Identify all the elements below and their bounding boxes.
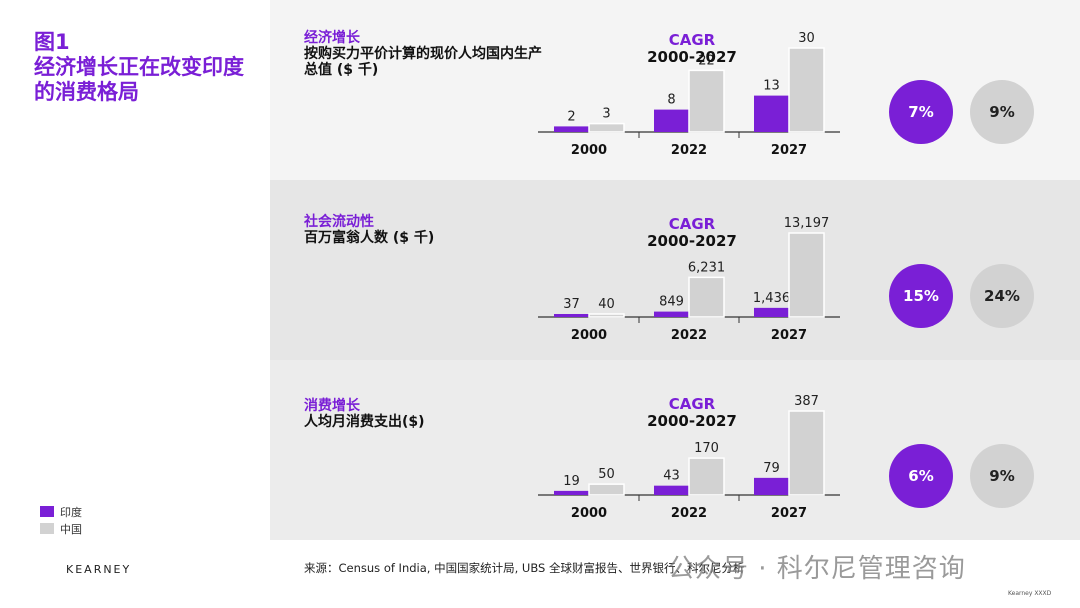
panel-1-subtitle: 按购买力平价计算的现价人均国内生产总值 ($ 千)	[304, 46, 542, 78]
chart-3-data-label-china-2000: 50	[598, 467, 615, 482]
chart-3-data-label-india-2027: 79	[763, 461, 780, 476]
footnote: Kearney XXXD	[1008, 590, 1052, 597]
panel-1-title-block: 经济增长 按购买力平价计算的现价人均国内生产总值 ($ 千)	[304, 30, 554, 78]
legend-label-india: 印度	[60, 505, 82, 519]
chart-2-data-label-china-2000: 40	[598, 297, 615, 312]
panel-2-cagr-period: 2000-2027	[647, 232, 737, 250]
panel-3-title-block: 消费增长 人均月消费支出($)	[304, 398, 554, 430]
panel-3-cagr-head: CAGR 2000-2027	[632, 396, 752, 430]
chart-3-bar-india-2000	[554, 490, 589, 495]
chart-2-bar-india-2000	[554, 314, 589, 317]
chart-3-data-label-india-2022: 43	[663, 469, 680, 484]
panel-1-title: 经济增长	[304, 30, 360, 46]
chart-1-bar-india-2022	[654, 109, 689, 132]
chart-1-data-label-china-2000: 3	[602, 107, 610, 122]
chart-1-category-label-2027: 2027	[771, 143, 807, 158]
chart-3-data-label-china-2022: 170	[694, 441, 719, 456]
chart-1-bar-china-2000	[588, 122, 625, 133]
chart-3-category-label-2022: 2022	[671, 506, 707, 521]
chart-1-data-label-india-2022: 8	[667, 93, 675, 108]
panel-3-cagr-label: CAGR	[668, 395, 716, 413]
chart-3-data-label-india-2000: 19	[563, 474, 580, 489]
panel-1-cagr-period: 2000-2027	[647, 48, 737, 66]
panel-1-cagr-china: 9%	[970, 80, 1034, 144]
chart-1-category-label-2000: 2000	[571, 143, 607, 158]
chart-3-category-label-2000: 2000	[571, 506, 607, 521]
chart-1-data-label-china-2022: 22	[698, 53, 715, 68]
chart-2-category-label-2022: 2022	[671, 328, 707, 343]
chart-2-data-label-india-2000: 37	[563, 297, 580, 312]
panel-3-title: 消费增长	[304, 398, 360, 414]
chart-2-bar-china-2000	[588, 313, 625, 318]
chart-1-data-label-china-2027: 30	[798, 31, 815, 46]
legend-swatch-china	[40, 523, 54, 534]
brand-logo: KEARNEY	[66, 563, 132, 576]
left-panel: 图1 经济增长正在改变印度的消费格局 印度 中国 KEARNEY	[0, 0, 270, 608]
chart-3-bar-china-2027	[788, 410, 825, 496]
chart-3-bar-china-2022	[688, 457, 725, 496]
legend-swatch-india	[40, 506, 54, 517]
panel-3-cagr-period: 2000-2027	[647, 412, 737, 430]
chart-2-bar-china-2027	[788, 232, 825, 318]
panel-1-cagr-head: CAGR 2000-2027	[632, 32, 752, 66]
watermark: 公众号 · 科尔尼管理咨询	[668, 554, 966, 584]
chart-2-bar-india-2022	[654, 311, 689, 317]
figure-title-line2: 经济增长正在改变印度的消费格局	[34, 55, 244, 104]
panel-2-cagr-china: 24%	[970, 264, 1034, 328]
panel-1-cagr-label: CAGR	[668, 31, 716, 49]
legend-item-india: 印度	[40, 503, 82, 520]
legend-label-china: 中国	[60, 522, 82, 536]
panel-3-cagr-china: 9%	[970, 444, 1034, 508]
chart-1-bar-china-2027	[788, 47, 825, 133]
source-note: 来源：Census of India, 中国国家统计局, UBS 全球财富报告、…	[304, 561, 745, 575]
legend: 印度 中国	[40, 503, 82, 537]
chart-2-bar-india-2027	[754, 307, 789, 317]
bar-charts: 2 3 2000 8 22 2022 13 30 2027 37 40 2000 849 6,231 202…	[538, 31, 840, 521]
panel-consumption-growth	[270, 360, 1080, 540]
chart-2-category-label-2027: 2027	[771, 328, 807, 343]
chart-2-data-label-india-2027: 1,436	[753, 291, 790, 306]
panel-2-cagr-head: CAGR 2000-2027	[632, 216, 752, 250]
panel-1-cagr-india: 7%	[889, 80, 953, 144]
panel-2-title-block: 社会流动性 百万富翁人数 ($ 千)	[304, 214, 554, 246]
panel-2-title: 社会流动性	[304, 214, 374, 230]
chart-1-category-label-2022: 2022	[671, 143, 707, 158]
chart-3-data-label-china-2027: 387	[794, 394, 819, 409]
chart-1-bar-china-2022	[688, 69, 725, 133]
panel-3-cagr-india: 6%	[889, 444, 953, 508]
chart-3-category-label-2027: 2027	[771, 506, 807, 521]
panel-2-cagr-india: 15%	[889, 264, 953, 328]
chart-3-bar-india-2027	[754, 477, 789, 495]
panel-social-mobility	[270, 180, 1080, 360]
chart-1-bar-india-2027	[754, 95, 789, 132]
chart-2-data-label-china-2027: 13,197	[784, 216, 830, 231]
panel-2-cagr-label: CAGR	[668, 215, 716, 233]
figure-title: 图1 经济增长正在改变印度的消费格局	[34, 30, 264, 105]
legend-item-china: 中国	[40, 520, 82, 537]
chart-1-data-label-india-2027: 13	[763, 79, 780, 94]
panel-3-subtitle: 人均月消费支出($)	[304, 414, 425, 430]
chart-2-data-label-china-2022: 6,231	[688, 260, 725, 275]
panel-2-subtitle: 百万富翁人数 ($ 千)	[304, 230, 435, 246]
chart-3-bar-india-2022	[654, 485, 689, 495]
chart-1-bar-india-2000	[554, 126, 589, 132]
figure-title-line1: 图1	[34, 30, 70, 54]
chart-3-bar-china-2000	[588, 483, 625, 496]
chart-2-category-label-2000: 2000	[571, 328, 607, 343]
chart-2-bar-china-2022	[688, 276, 725, 318]
chart-1-data-label-india-2000: 2	[567, 109, 575, 124]
chart-2-data-label-india-2022: 849	[659, 295, 684, 310]
